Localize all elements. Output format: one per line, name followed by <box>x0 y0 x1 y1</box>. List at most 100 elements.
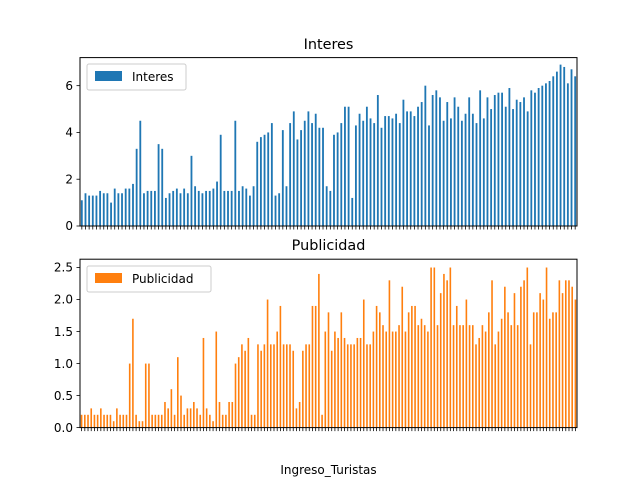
bar <box>205 190 207 226</box>
bar <box>507 312 509 428</box>
bar <box>436 325 439 428</box>
bar <box>278 193 281 226</box>
bar <box>439 293 442 428</box>
bar <box>333 134 335 226</box>
bar <box>154 414 157 428</box>
bar <box>340 123 343 226</box>
bar <box>180 395 182 428</box>
bar <box>340 312 343 428</box>
bar <box>119 414 121 428</box>
bar <box>382 325 384 428</box>
bar <box>337 337 339 428</box>
bar <box>146 190 149 226</box>
bar <box>295 408 298 428</box>
chart-publicidad-legend: Publicidad <box>86 265 212 293</box>
bar <box>273 344 275 428</box>
chart-interes-frame <box>79 57 578 227</box>
bar <box>157 414 160 428</box>
y-tick-label: 4 <box>65 126 73 140</box>
bar <box>80 414 83 428</box>
bar <box>391 331 394 428</box>
legend-box <box>86 63 187 91</box>
bar <box>241 186 244 226</box>
bar <box>526 111 529 226</box>
bar <box>282 344 285 428</box>
bar <box>157 144 160 226</box>
y-tick-label: 0.5 <box>54 389 73 403</box>
bar <box>519 102 522 226</box>
bar <box>292 350 295 428</box>
bar <box>311 123 313 226</box>
bar <box>257 344 259 428</box>
bar <box>417 106 419 226</box>
bar <box>238 190 240 226</box>
bar <box>391 118 394 226</box>
bar <box>164 197 167 226</box>
bar <box>534 92 536 227</box>
bar <box>241 344 243 428</box>
bar <box>552 312 554 428</box>
bar <box>88 195 91 226</box>
bar <box>375 305 378 428</box>
legend-box <box>86 265 212 293</box>
bar <box>144 363 147 428</box>
bar <box>161 148 164 226</box>
bar <box>249 195 251 226</box>
chart-publicidad-y-axis: 0.0 0.5 1.0 1.5 2.0 2.5 <box>54 261 80 435</box>
bar <box>529 344 532 428</box>
bar <box>116 408 118 428</box>
bar <box>230 190 233 226</box>
bar <box>95 195 98 226</box>
legend-swatch <box>95 273 122 283</box>
chart-interes-legend: Interes <box>86 63 187 91</box>
bar <box>274 195 277 226</box>
bar <box>484 331 487 428</box>
bar <box>395 113 398 226</box>
bar <box>398 325 400 428</box>
bar <box>128 188 131 226</box>
bar <box>555 312 557 428</box>
bar <box>234 120 237 226</box>
bar <box>376 95 379 227</box>
bar <box>504 106 507 226</box>
bar <box>471 113 474 226</box>
bar <box>455 305 458 428</box>
bar <box>148 363 150 428</box>
bar <box>110 202 112 226</box>
bar <box>513 293 516 428</box>
chart-publicidad-title: Publicidad <box>292 238 366 254</box>
bar <box>135 414 137 428</box>
bar <box>281 130 284 226</box>
bar <box>263 344 266 428</box>
bar <box>106 414 109 428</box>
bar <box>139 120 142 226</box>
bar <box>459 325 461 428</box>
bar <box>510 325 513 428</box>
y-tick-label: 2.5 <box>54 261 73 275</box>
bar <box>327 312 330 428</box>
chart-interes-bars <box>80 64 577 227</box>
bar <box>548 318 551 428</box>
bar <box>443 273 445 428</box>
bar <box>512 109 514 226</box>
bar <box>250 414 253 428</box>
bar <box>431 95 434 227</box>
bar <box>209 414 211 428</box>
bar <box>385 331 388 428</box>
bar <box>369 118 372 226</box>
bar <box>468 97 471 226</box>
bar <box>500 318 503 428</box>
bar <box>508 88 511 226</box>
bar <box>99 190 102 226</box>
bar <box>420 102 423 226</box>
y-tick-label: 2 <box>65 172 73 186</box>
bar <box>504 286 506 428</box>
bar <box>173 414 176 428</box>
chart-publicidad: Publicidad 0.0 0.5 1.0 1.5 2.0 2.5 Publicidad… <box>54 238 578 477</box>
bar <box>387 116 390 226</box>
legend-label: Publicidad <box>132 272 193 286</box>
bar <box>365 106 368 226</box>
bar <box>430 267 432 428</box>
bar <box>359 337 362 428</box>
